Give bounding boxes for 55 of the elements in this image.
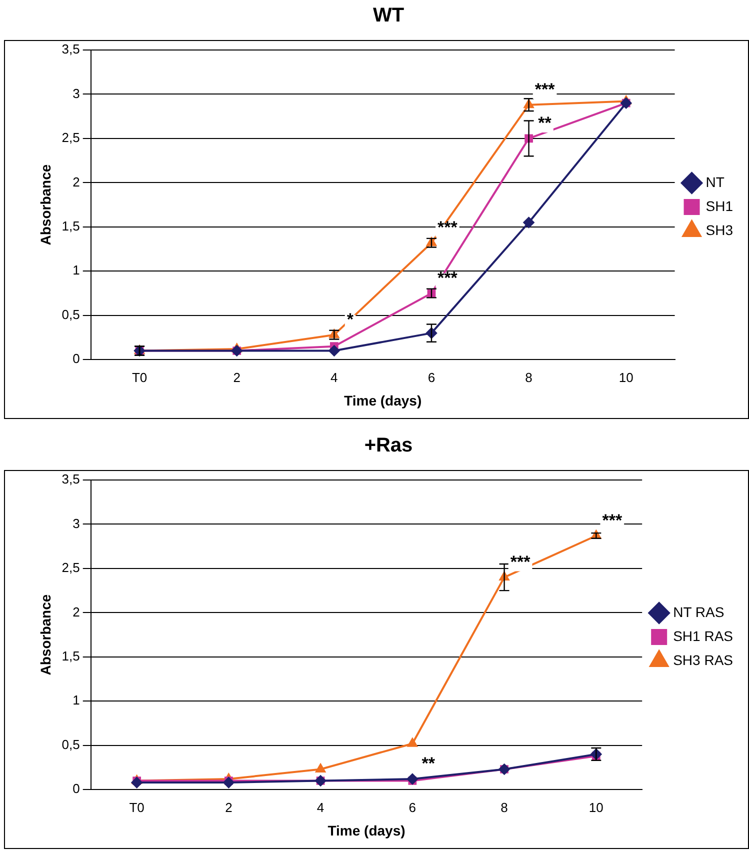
point [523, 216, 534, 228]
chart-title: +Ras [364, 434, 413, 457]
y-tick-label: 1,5 [62, 648, 80, 664]
annotation: *** [510, 552, 531, 572]
x-tick-label: 2 [225, 800, 232, 815]
point [131, 777, 142, 788]
annotation: ** [422, 754, 436, 774]
legend-label: NT RAS [673, 604, 724, 620]
x-tick-label: 6 [408, 800, 416, 815]
legend-label: SH1 RAS [673, 628, 734, 644]
point [223, 777, 234, 788]
y-tick-label: 3 [72, 516, 80, 531]
point [316, 764, 326, 773]
x-tick-label: 10 [588, 800, 604, 815]
x-tick-label: 8 [525, 370, 532, 385]
y-tick-label: 0,5 [62, 306, 80, 322]
y-tick-label: 1 [72, 692, 80, 708]
y-tick-label: 3 [72, 86, 80, 101]
x-tick-label: 10 [618, 370, 634, 385]
y-tick-label: 0 [72, 351, 80, 366]
y-tick-label: 2,5 [62, 130, 80, 146]
point [328, 345, 340, 356]
x-tick-label: 2 [233, 370, 240, 385]
annotation: *** [438, 218, 458, 238]
y-tick-label: 3,5 [62, 42, 80, 57]
annotation: * [346, 310, 354, 330]
y-tick-label: 2 [72, 174, 80, 190]
point [406, 773, 418, 784]
legend-label: SH1 [706, 198, 734, 214]
x-tick-label: T0 [129, 800, 144, 815]
chart-title: WT [372, 4, 404, 27]
legend-label: SH3 RAS [673, 652, 734, 668]
annotation: *** [534, 80, 556, 100]
y-tick-label: 1 [72, 262, 80, 278]
x-tick-label: 4 [330, 370, 338, 385]
annotation: *** [438, 268, 458, 288]
x-tick-label: 4 [316, 800, 324, 815]
y-tick-label: 0 [72, 781, 80, 796]
y-axis-title: Absorbance [37, 164, 54, 246]
legend-label: SH3 [706, 222, 734, 238]
point [408, 738, 418, 747]
x-axis-title: Time (days) [328, 822, 406, 838]
x-tick-label: 6 [428, 370, 436, 385]
y-tick-label: 3,5 [62, 472, 80, 487]
y-tick-label: 0,5 [62, 736, 80, 752]
x-tick-label: T0 [132, 370, 148, 385]
x-axis-title: Time (days) [344, 392, 422, 408]
legend-label: NT [706, 174, 725, 190]
x-tick-label: 8 [500, 800, 508, 815]
y-tick-label: 1,5 [62, 218, 80, 234]
y-tick-label: 2 [72, 604, 80, 620]
annotation: ** [538, 114, 552, 133]
annotation: *** [602, 510, 622, 530]
y-tick-label: 2,5 [62, 560, 80, 576]
y-axis-title: Absorbance [37, 594, 54, 676]
